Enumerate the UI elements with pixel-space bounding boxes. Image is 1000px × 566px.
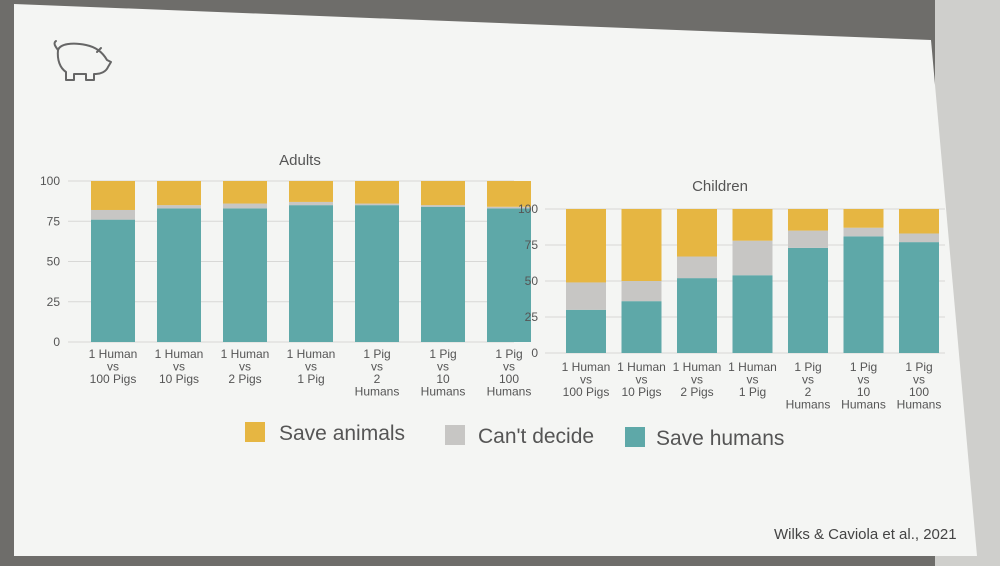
adults-category-label: 1 Human vs 1 Pig: [287, 347, 336, 386]
adults-bar-save-humans: [421, 206, 465, 342]
adults-bar-save-animals: [355, 181, 399, 204]
adults-y-tick-label: 25: [47, 295, 61, 309]
children-bar-save-humans: [788, 247, 828, 353]
children-bar-save-humans: [621, 301, 662, 353]
adults-bar-save-humans: [355, 205, 399, 342]
adults-bar-can-t-decide: [421, 205, 465, 207]
adults-category-label: 1 Pig vs 100 Humans: [487, 347, 532, 399]
adults-bar-save-humans: [487, 208, 531, 342]
adults-bar-save-animals: [421, 181, 465, 206]
legend-label-save-humans: Save humans: [656, 427, 784, 450]
children-bar-save-humans: [843, 236, 884, 353]
legend-swatch-cant-decide: [445, 425, 465, 445]
children-y-tick-label: 25: [525, 310, 539, 324]
children-bar-save-animals: [732, 209, 773, 241]
legend: Save animals Can't decide Save humans: [245, 422, 784, 450]
adults-category-label: 1 Human vs 100 Pigs: [89, 347, 138, 386]
children-category-label: 1 Human vs 1 Pig: [728, 360, 777, 399]
adults-bar-save-humans: [91, 219, 135, 342]
children-bar-save-humans: [677, 278, 717, 353]
children-y-tick-label: 50: [525, 274, 539, 288]
adults-bar-save-animals: [487, 181, 531, 207]
children-bar-save-animals: [899, 209, 939, 234]
children-bar-can-t-decide: [732, 240, 773, 276]
adults-category-label: 1 Human vs 10 Pigs: [155, 347, 204, 386]
children-bar-can-t-decide: [566, 282, 606, 310]
children-bar-save-animals: [677, 209, 717, 257]
adults-bar-can-t-decide: [91, 209, 135, 220]
legend-label-save-animals: Save animals: [279, 422, 405, 445]
children-bar-save-humans: [899, 242, 939, 353]
adults-category-label: 1 Pig vs 10 Humans: [421, 347, 466, 399]
legend-swatch-save-humans: [625, 427, 645, 447]
adults-bar-save-humans: [289, 205, 333, 342]
children-bar-can-t-decide: [788, 230, 828, 248]
children-category-label: 1 Pig vs 100 Humans: [897, 360, 942, 412]
adults-y-tick-label: 100: [40, 174, 60, 188]
adults-category-label: 1 Pig vs 2 Humans: [355, 347, 400, 399]
adults-bar-can-t-decide: [223, 203, 267, 209]
adults-bar-save-animals: [289, 181, 333, 202]
adults-chart-title: Adults: [279, 152, 321, 169]
adults-bar-can-t-decide: [289, 201, 333, 206]
children-category-label: 1 Pig vs 10 Humans: [841, 360, 886, 412]
children-chart-title: Children: [692, 178, 748, 195]
children-y-tick-label: 75: [525, 238, 539, 252]
children-bar-can-t-decide: [621, 281, 662, 302]
legend-label-cant-decide: Can't decide: [478, 425, 594, 448]
children-bar-can-t-decide: [899, 233, 939, 243]
adults-y-tick-label: 0: [53, 335, 60, 349]
children-bar-save-animals: [843, 209, 884, 228]
children-category-label: 1 Pig vs 2 Humans: [786, 360, 831, 412]
adults-bar-save-humans: [157, 208, 201, 342]
adults-bar-save-animals: [91, 181, 135, 210]
adults-bar-save-animals: [223, 181, 267, 204]
children-bar-save-animals: [788, 209, 828, 231]
legend-swatch-save-animals: [245, 422, 265, 442]
children-category-label: 1 Human vs 2 Pigs: [673, 360, 722, 399]
adults-category-label: 1 Human vs 2 Pigs: [221, 347, 270, 386]
citation: Wilks & Caviola et al., 2021: [774, 526, 957, 543]
children-bar-save-humans: [566, 309, 606, 353]
children-bar-save-humans: [732, 275, 773, 353]
children-category-label: 1 Human vs 100 Pigs: [562, 360, 611, 399]
children-bar-save-animals: [566, 209, 606, 283]
children-bar-save-animals: [621, 209, 662, 281]
children-category-label: 1 Human vs 10 Pigs: [617, 360, 666, 399]
adults-y-tick-label: 75: [47, 214, 61, 228]
adults-chart: Adults 0 25 50 75 100 1 Human vs 100 Pigs 1 Human…: [40, 152, 531, 399]
children-bar-can-t-decide: [843, 227, 884, 237]
adults-bar-save-animals: [157, 181, 201, 206]
children-y-tick-label: 0: [531, 346, 538, 360]
children-y-tick-label: 100: [518, 202, 538, 216]
adults-bar-can-t-decide: [487, 206, 531, 209]
adults-bar-save-humans: [223, 208, 267, 342]
children-bar-can-t-decide: [677, 256, 717, 279]
adults-y-tick-label: 50: [47, 255, 61, 269]
adults-bar-can-t-decide: [355, 203, 399, 206]
adults-bar-can-t-decide: [157, 205, 201, 209]
pig-icon: [53, 40, 112, 81]
